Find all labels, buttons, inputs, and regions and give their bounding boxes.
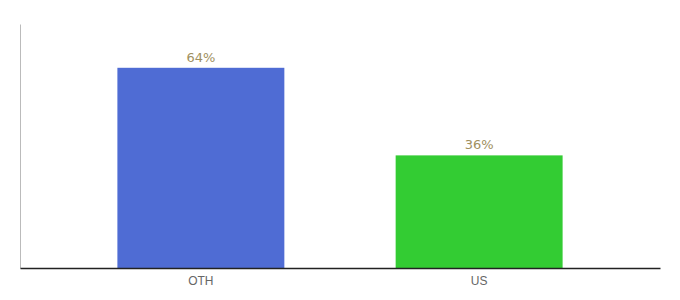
bars	[117, 68, 562, 268]
x-axis: OTH US	[21, 269, 661, 288]
x-tick: OTH	[188, 274, 213, 288]
chart-svg: OTH US 64% 36%	[0, 0, 680, 300]
x-tick: US	[471, 274, 488, 288]
chart-container: OTH US 64% 36%	[0, 0, 680, 300]
bar	[396, 155, 563, 268]
y-axis-line	[20, 25, 21, 269]
x-axis-line	[21, 268, 661, 270]
data-label: 36%	[465, 137, 494, 152]
data-labels: 64% 36%	[186, 50, 493, 153]
bar	[117, 68, 284, 268]
plot-area: OTH US 64% 36%	[21, 25, 661, 288]
y-axis	[20, 25, 21, 269]
data-label: 64%	[186, 50, 215, 65]
x-tick-label: US	[471, 274, 488, 288]
x-tick-label: OTH	[188, 274, 213, 288]
